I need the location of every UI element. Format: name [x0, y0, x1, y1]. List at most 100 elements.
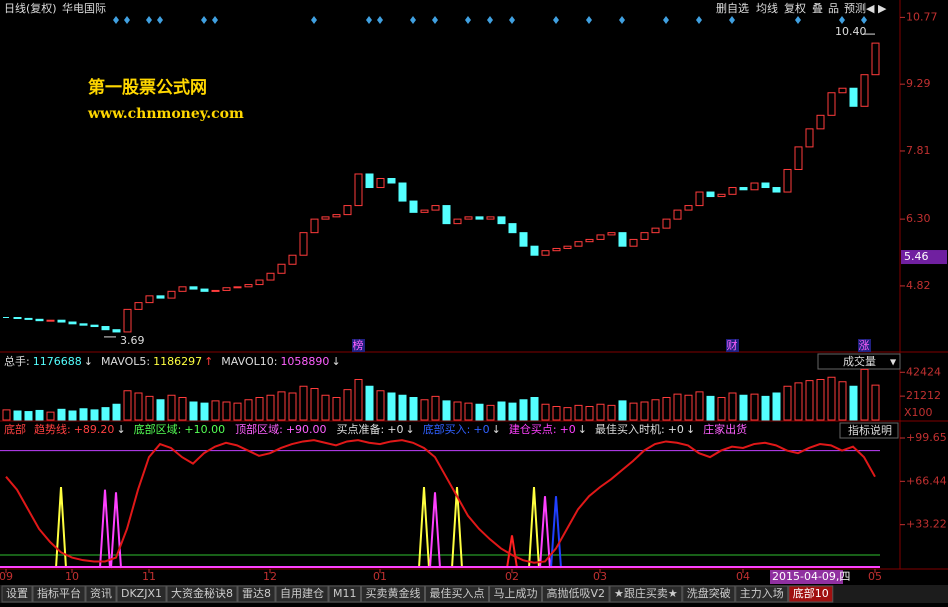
- date-label: 10: [65, 570, 79, 583]
- toolbar-button[interactable]: 删自选: [716, 2, 749, 15]
- event-label[interactable]: 涨: [859, 339, 870, 352]
- tab-label[interactable]: 底部10: [793, 586, 829, 600]
- tab-label[interactable]: M11: [333, 587, 357, 600]
- tab-label[interactable]: 主力入场: [740, 586, 784, 600]
- header-label: 买点准备:: [337, 422, 385, 436]
- tab[interactable]: [275, 585, 329, 603]
- event-marker[interactable]: [146, 16, 152, 24]
- event-marker[interactable]: [113, 16, 119, 24]
- tab-label[interactable]: 雷达8: [242, 587, 271, 600]
- tab-label[interactable]: 自用建仓: [280, 586, 324, 600]
- tab[interactable]: [788, 585, 834, 603]
- tab[interactable]: [425, 585, 489, 603]
- tab-label[interactable]: 买卖黄金线: [366, 586, 421, 600]
- tab[interactable]: [542, 585, 610, 603]
- tab[interactable]: [116, 585, 167, 603]
- event-marker[interactable]: [553, 16, 559, 24]
- volume-bar: [728, 392, 737, 421]
- event-marker[interactable]: [729, 16, 735, 24]
- tab-label[interactable]: 指标平台: [37, 586, 81, 600]
- toolbar-button[interactable]: 均线: [756, 1, 778, 15]
- tab-label[interactable]: 马上成功: [494, 587, 538, 600]
- tab[interactable]: [489, 585, 542, 603]
- tab[interactable]: [85, 585, 117, 603]
- tab-label[interactable]: 洗盘突破: [687, 586, 731, 600]
- candle: [200, 288, 209, 292]
- volume-bar: [46, 411, 55, 421]
- tab-label[interactable]: ★跟庄买卖★: [614, 586, 678, 600]
- candle: [684, 205, 693, 211]
- volume-bar: [365, 385, 374, 421]
- event-marker[interactable]: [366, 16, 372, 24]
- volume-bar: [475, 403, 484, 421]
- event-marker[interactable]: [586, 16, 592, 24]
- event-marker[interactable]: [212, 16, 218, 24]
- event-marker[interactable]: [509, 16, 515, 24]
- indicator-select[interactable]: [817, 353, 901, 370]
- toolbar-button[interactable]: 品: [828, 2, 839, 15]
- indicator-name: 底部: [4, 422, 26, 436]
- help-button[interactable]: [839, 422, 899, 439]
- tab-label[interactable]: 资讯: [90, 587, 112, 600]
- tab[interactable]: [1, 585, 33, 603]
- event-marker[interactable]: [410, 16, 416, 24]
- event-marker[interactable]: [124, 16, 130, 24]
- tab-label[interactable]: 设置: [6, 587, 28, 600]
- event-marker[interactable]: [663, 16, 669, 24]
- tab[interactable]: [609, 585, 683, 603]
- tab[interactable]: [32, 585, 86, 603]
- event-label[interactable]: 榜: [353, 338, 364, 352]
- help-button-label[interactable]: 指标说明: [848, 423, 892, 437]
- event-marker[interactable]: [839, 16, 845, 24]
- event-label[interactable]: 财: [727, 338, 738, 352]
- candle: [442, 205, 451, 225]
- y-tick-label: +33.22: [906, 518, 947, 531]
- event-marker[interactable]: [377, 16, 383, 24]
- event-marker[interactable]: [861, 16, 867, 24]
- date-label: 04: [736, 570, 750, 583]
- tab-label[interactable]: 高抛低吸V2: [547, 586, 606, 600]
- event-marker[interactable]: [619, 16, 625, 24]
- tab[interactable]: [166, 585, 238, 603]
- candle: [673, 209, 682, 220]
- signal-spike: [429, 492, 441, 569]
- toolbar-button[interactable]: 复权: [784, 1, 806, 15]
- candle: [288, 254, 297, 265]
- event-marker[interactable]: [157, 16, 163, 24]
- tab-label[interactable]: 最佳买入点: [430, 586, 485, 600]
- header-value: +10.00: [184, 423, 225, 436]
- candle: [354, 173, 363, 207]
- period-label: 日线(复权): [4, 1, 57, 15]
- tab-label[interactable]: DKZJX1: [121, 587, 162, 600]
- indicator-select-label[interactable]: 成交量: [843, 354, 876, 368]
- event-marker[interactable]: [311, 16, 317, 24]
- tab[interactable]: [735, 585, 789, 603]
- tab-label[interactable]: 大资金秘诀8: [171, 586, 233, 600]
- header-value: +90.00: [286, 423, 327, 436]
- tab[interactable]: [328, 585, 361, 603]
- volume-bar: [189, 401, 198, 421]
- candle: [794, 146, 803, 170]
- toolbar-button[interactable]: 预测: [844, 2, 866, 15]
- event-marker[interactable]: [432, 16, 438, 24]
- candle: [233, 286, 242, 289]
- event-marker[interactable]: [696, 16, 702, 24]
- volume-bar: [871, 384, 880, 421]
- volume-bar: [376, 390, 385, 421]
- event-marker[interactable]: [201, 16, 207, 24]
- volume-bar: [497, 401, 506, 421]
- event-marker[interactable]: [487, 16, 493, 24]
- volume-bar: [783, 385, 792, 421]
- tab[interactable]: [682, 585, 736, 603]
- volume-bar: [695, 391, 704, 421]
- volume-bar: [805, 380, 814, 421]
- tab[interactable]: [237, 585, 276, 603]
- candle: [310, 218, 319, 234]
- event-marker[interactable]: [465, 16, 471, 24]
- candle: [255, 279, 264, 286]
- event-marker[interactable]: [795, 16, 801, 24]
- toolbar-button[interactable]: 叠: [812, 2, 823, 15]
- tab[interactable]: [361, 585, 425, 603]
